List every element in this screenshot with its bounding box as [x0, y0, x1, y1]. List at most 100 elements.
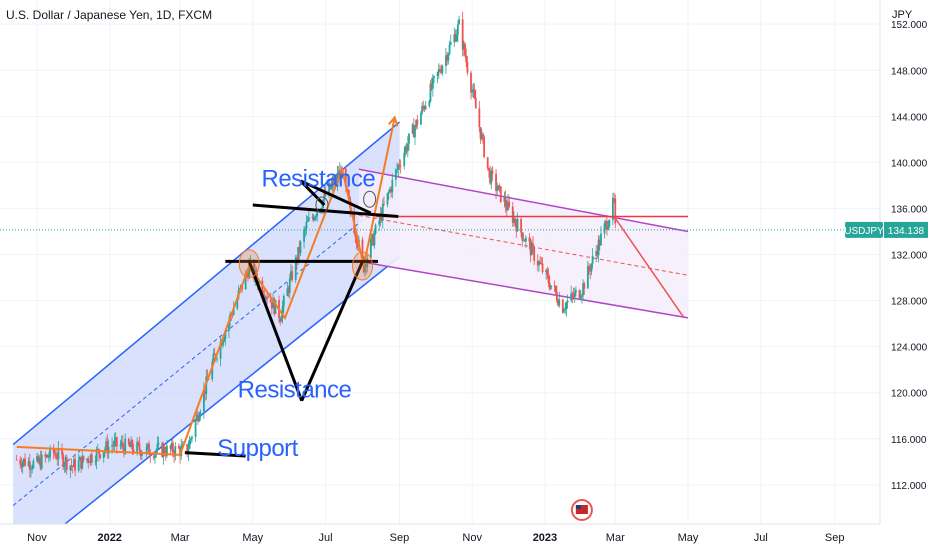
candle-body	[102, 452, 105, 458]
black-trend-line	[184, 451, 246, 458]
candle-body	[28, 461, 31, 470]
candle-body	[590, 263, 593, 272]
y-tick-label: 148.000	[891, 66, 928, 77]
candle-body	[515, 223, 518, 232]
candle-body	[132, 449, 135, 453]
candle-body	[404, 146, 407, 153]
candle-body	[399, 165, 402, 167]
candle-body	[73, 459, 75, 467]
candle-body	[316, 211, 319, 217]
candle-body	[373, 233, 376, 246]
candle-body	[331, 180, 334, 185]
orange-path	[16, 117, 396, 456]
candle-body	[461, 19, 464, 50]
candle-body	[294, 257, 297, 280]
x-tick-label: May	[242, 532, 263, 544]
candle-body	[323, 192, 326, 200]
candle-body	[298, 247, 301, 254]
candle-body	[291, 271, 294, 280]
candle-body	[307, 217, 310, 221]
candle-body	[262, 294, 265, 297]
candle-body	[521, 232, 524, 241]
x-tick-label: Nov	[462, 532, 482, 544]
candle-body	[374, 224, 377, 234]
candle-body	[482, 133, 484, 137]
blue-channel-drawing	[12, 121, 400, 555]
candle-body	[38, 458, 41, 463]
candle-body	[37, 456, 40, 463]
candle-body	[428, 101, 431, 107]
candle-body	[495, 173, 497, 191]
candle-body	[161, 443, 164, 457]
last-price-badge	[884, 221, 928, 238]
candle-body	[514, 218, 517, 224]
candle-body	[204, 389, 206, 394]
candle-body	[40, 454, 43, 469]
candle-body	[473, 89, 476, 98]
candle-body	[61, 448, 63, 455]
candle-body	[440, 71, 443, 73]
candle-body	[508, 201, 511, 207]
candle-body	[124, 438, 127, 454]
candle-body	[516, 218, 519, 232]
candle-body	[445, 55, 447, 67]
candle-body	[588, 266, 590, 271]
candle-body	[95, 449, 98, 462]
candle-body	[454, 34, 457, 42]
candle-body	[313, 216, 316, 221]
candle-body	[297, 247, 300, 263]
candle-body	[471, 91, 474, 93]
candle-body	[497, 185, 500, 191]
y-tick-label: 120.000	[891, 389, 928, 400]
candle-body	[600, 233, 602, 246]
candle-body	[478, 108, 481, 128]
candle-body	[305, 221, 308, 229]
candle-body	[578, 290, 581, 299]
candle-body	[332, 180, 335, 186]
candle-body	[105, 441, 108, 450]
candle-body	[456, 24, 459, 35]
candle-body	[474, 97, 477, 109]
candle-body	[138, 443, 141, 451]
candle-body	[120, 442, 123, 446]
candle-body	[74, 459, 77, 471]
candle-body	[315, 216, 317, 217]
candle-body	[566, 300, 569, 303]
candle-body	[453, 34, 456, 43]
candle-body	[579, 297, 582, 299]
candle-body	[423, 106, 426, 110]
candle-body	[436, 71, 439, 77]
x-tick-label: Nov	[27, 532, 47, 544]
orange-arrowhead	[388, 115, 399, 127]
candle-body	[273, 298, 276, 315]
candle-body	[548, 282, 551, 289]
candle-body	[21, 462, 24, 468]
candle-body	[231, 314, 234, 316]
candle-body	[69, 465, 72, 471]
annotation-support: Support	[217, 435, 298, 462]
candle-body	[354, 232, 357, 238]
candle-body	[136, 442, 139, 453]
candle-body	[391, 179, 394, 193]
candle-body	[166, 445, 168, 456]
candle-body	[598, 239, 601, 246]
black-trend-line	[299, 179, 372, 215]
candle-body	[155, 450, 158, 453]
blue-channel-lower	[25, 256, 400, 555]
candle-body	[119, 445, 122, 447]
candle-body	[608, 219, 611, 227]
candle-body	[261, 280, 264, 295]
candle-body	[596, 250, 599, 256]
candle-body	[266, 297, 269, 300]
candle-body	[22, 458, 25, 463]
candle-body	[46, 455, 49, 458]
candle-body	[529, 241, 532, 256]
candle-body	[555, 292, 558, 301]
candle-body	[89, 454, 92, 463]
candle-body	[131, 440, 134, 450]
candle-body	[20, 464, 23, 468]
black-trend-line	[299, 179, 326, 207]
